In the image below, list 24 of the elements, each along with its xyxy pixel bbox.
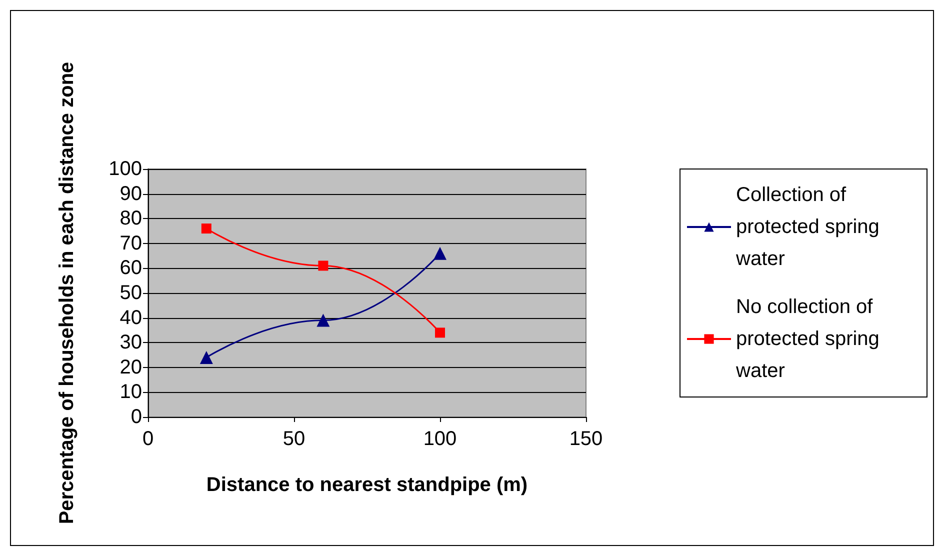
x-tick-label: 150 xyxy=(569,428,603,450)
y-tick-label: 70 xyxy=(120,232,142,254)
point xyxy=(435,328,445,338)
point xyxy=(201,224,212,234)
y-tick-label: 100 xyxy=(108,158,142,180)
point xyxy=(200,350,213,364)
point xyxy=(316,314,330,327)
y-tick-label: 80 xyxy=(120,208,142,230)
y-tick-label: 50 xyxy=(120,282,142,304)
x-axis-title: Distance to nearest standpipe (m) xyxy=(206,474,528,496)
legend-label: Collection of protected spring water xyxy=(735,184,885,270)
x-tick-label: 50 xyxy=(282,428,306,450)
point xyxy=(434,246,446,260)
y-tick-label: 30 xyxy=(120,332,142,354)
y-tick-label: 10 xyxy=(120,381,142,404)
legend-label: No collection of protected spring water xyxy=(735,296,885,382)
y-tick-label: 60 xyxy=(120,257,142,280)
y-tick-label: 0 xyxy=(130,406,142,428)
y-tick-label: 20 xyxy=(120,356,142,378)
y-tick-label: 40 xyxy=(120,306,142,329)
x-tick-label: 100 xyxy=(423,428,457,450)
y-axis-title: Percentage of households in each distance zone xyxy=(56,62,78,524)
y-tick-label: 90 xyxy=(120,182,142,205)
point xyxy=(318,260,328,271)
